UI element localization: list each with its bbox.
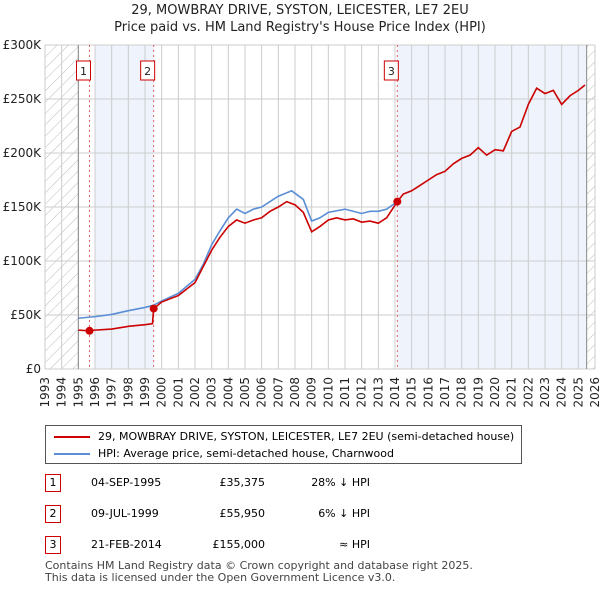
x-tick-label: 2001	[171, 377, 185, 408]
x-tick-label: 2014	[388, 377, 402, 408]
sale-point	[393, 197, 402, 206]
x-tick-label: 2000	[155, 377, 169, 408]
hpi-comparison: 28% ↓ HPI	[311, 476, 370, 489]
x-tick-label: 2007	[271, 377, 285, 408]
chart-title: 29, MOWBRAY DRIVE, SYSTON, LEICESTER, LE…	[131, 3, 469, 18]
x-tick-label: 1994	[55, 377, 69, 408]
x-tick-label: 2024	[555, 377, 569, 408]
sale-date: 04-SEP-1995	[91, 476, 162, 489]
y-tick-label: £300K	[3, 38, 43, 52]
legend-item-hpi: HPI: Average price, semi-detached house,…	[54, 447, 394, 460]
y-tick-label: £200K	[3, 146, 43, 160]
x-tick-label: 2008	[288, 377, 302, 408]
x-tick-label: 2002	[188, 377, 202, 408]
sale-price: £35,375	[219, 476, 266, 489]
x-tick-label: 2006	[255, 377, 269, 408]
x-tick-label: 2026	[588, 377, 600, 408]
sale-point	[85, 326, 94, 335]
sale-label: 3	[388, 65, 395, 78]
x-tick-label: 2005	[238, 377, 252, 408]
x-tick-label: 2016	[421, 377, 435, 408]
x-tick-label: 2021	[505, 377, 519, 408]
sale-date: 09-JUL-1999	[91, 507, 159, 520]
x-tick-label: 2013	[371, 377, 385, 408]
y-tick-label: £150K	[3, 200, 43, 214]
hpi-comparison: ≈ HPI	[339, 538, 370, 551]
sale-label: 1	[80, 65, 87, 78]
table-row: 2 09-JUL-1999 £55,950 6% ↓ HPI	[45, 505, 375, 523]
sale-label-box	[140, 60, 156, 81]
legend-item-price-paid: 29, MOWBRAY DRIVE, SYSTON, LEICESTER, LE…	[54, 430, 514, 443]
y-tick-label: £0	[26, 362, 41, 376]
x-tick-label: 2003	[205, 377, 219, 408]
x-tick-label: 2018	[455, 377, 469, 408]
x-tick-label: 2020	[488, 377, 502, 408]
footer-copyright: Contains HM Land Registry data © Crown c…	[45, 559, 473, 572]
table-row: 1 04-SEP-1995 £35,375 28% ↓ HPI	[45, 474, 375, 492]
x-tick-label: 1995	[71, 377, 85, 408]
x-tick-label: 2023	[538, 377, 552, 408]
sale-date: 21-FEB-2014	[91, 538, 162, 551]
x-tick-label: 1999	[138, 377, 152, 408]
x-tick-label: 2025	[571, 377, 585, 408]
x-tick-label: 2011	[338, 377, 352, 408]
sale-number: 2	[45, 505, 61, 523]
legend: 29, MOWBRAY DRIVE, SYSTON, LEICESTER, LE…	[45, 425, 522, 464]
sale-price: £55,950	[219, 507, 266, 520]
sale-label-box	[383, 60, 399, 81]
sale-price: £155,000	[212, 538, 266, 551]
y-tick-label: £250K	[3, 92, 43, 106]
sale-point	[149, 304, 158, 313]
chart-subtitle: Price paid vs. HM Land Registry's House …	[114, 20, 486, 35]
x-tick-label: 1997	[105, 377, 119, 408]
legend-label: HPI: Average price, semi-detached house,…	[98, 447, 394, 460]
x-tick-label: 2017	[438, 377, 452, 408]
x-tick-label: 1996	[88, 377, 102, 408]
y-tick-label: £50K	[10, 308, 42, 322]
x-tick-label: 2010	[321, 377, 335, 408]
sale-label-box	[76, 60, 91, 81]
x-tick-label: 1998	[121, 377, 135, 408]
x-tick-label: 2012	[355, 377, 369, 408]
footer-licence: This data is licensed under the Open Gov…	[45, 571, 396, 584]
sale-number: 3	[45, 536, 61, 554]
x-tick-label: 2015	[405, 377, 419, 408]
x-tick-label: 2019	[471, 377, 485, 408]
series-line-price-paid	[78, 84, 586, 332]
legend-label: 29, MOWBRAY DRIVE, SYSTON, LEICESTER, LE…	[98, 430, 515, 443]
hpi-comparison: 6% ↓ HPI	[318, 507, 370, 520]
table-row: 3 21-FEB-2014 £155,000 ≈ HPI	[45, 536, 375, 554]
sale-label: 2	[144, 65, 151, 78]
y-tick-label: £100K	[3, 254, 43, 268]
x-tick-label: 2009	[305, 377, 319, 408]
chart: 1993 1994 1995 1996 1997 1998 1999 2000 2001 2002…	[3, 38, 600, 408]
sale-number: 1	[45, 474, 61, 492]
x-tick-label: 2004	[221, 377, 235, 408]
x-tick-label: 1993	[38, 377, 52, 408]
x-tick-label: 2022	[521, 377, 535, 408]
